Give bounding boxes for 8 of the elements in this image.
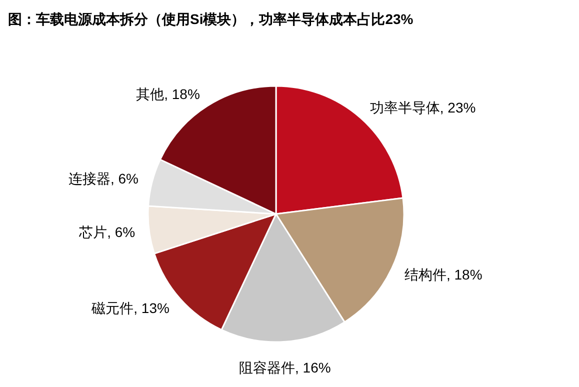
slice-label: 磁元件, 13% (90, 300, 170, 316)
slice-label: 芯片, 6% (78, 224, 136, 240)
slice-label: 功率半导体, 23% (370, 99, 476, 116)
slice-label: 其他, 18% (136, 86, 200, 102)
slice-label: 阻容器件, 16% (239, 360, 331, 376)
chart-title: 图：车载电源成本拆分（使用Si模块），功率半导体成本占比23% (8, 11, 414, 27)
slice-label: 结构件, 18% (404, 266, 482, 282)
slice-label: 连接器, 6% (68, 170, 138, 187)
